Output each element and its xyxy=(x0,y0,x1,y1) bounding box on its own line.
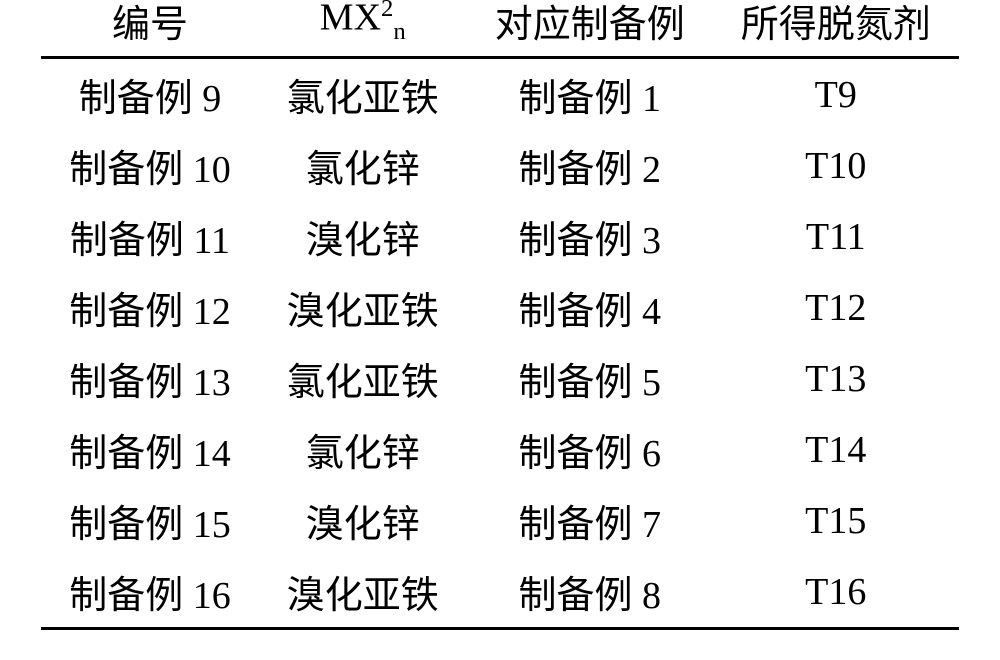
table-header-row: 编号 MX2n 对应制备例 所得脱氮剂 xyxy=(41,0,959,58)
cell-agent: T10 xyxy=(713,130,959,201)
cell-mx: 溴化亚铁 xyxy=(259,272,467,343)
cell-prep: 制备例 8 xyxy=(467,556,713,629)
cell-agent: T13 xyxy=(713,343,959,414)
table-body: 制备例 9 氯化亚铁 制备例 1 T9 制备例 10 氯化锌 制备例 2 T10… xyxy=(41,58,959,629)
table-row: 制备例 14 氯化锌 制备例 6 T14 xyxy=(41,414,959,485)
col-header-agent: 所得脱氮剂 xyxy=(713,0,959,58)
table-row: 制备例 16 溴化亚铁 制备例 8 T16 xyxy=(41,556,959,629)
cell-prep: 制备例 6 xyxy=(467,414,713,485)
cell-id: 制备例 9 xyxy=(41,58,259,131)
cell-prep: 制备例 1 xyxy=(467,58,713,131)
cell-mx: 溴化亚铁 xyxy=(259,556,467,629)
cell-id: 制备例 14 xyxy=(41,414,259,485)
cell-id: 制备例 16 xyxy=(41,556,259,629)
table-container: 编号 MX2n 对应制备例 所得脱氮剂 制备例 9 氯化亚铁 制备例 1 T9 … xyxy=(0,0,1000,660)
cell-prep: 制备例 3 xyxy=(467,201,713,272)
cell-agent: T15 xyxy=(713,485,959,556)
preparation-table: 编号 MX2n 对应制备例 所得脱氮剂 制备例 9 氯化亚铁 制备例 1 T9 … xyxy=(41,0,959,630)
cell-agent: T14 xyxy=(713,414,959,485)
cell-id: 制备例 11 xyxy=(41,201,259,272)
cell-mx: 溴化锌 xyxy=(259,201,467,272)
col-header-mx: MX2n xyxy=(259,0,467,58)
cell-prep: 制备例 4 xyxy=(467,272,713,343)
cell-prep: 制备例 5 xyxy=(467,343,713,414)
cell-mx: 氯化亚铁 xyxy=(259,343,467,414)
mx-sup: 2 xyxy=(381,0,393,22)
table-row: 制备例 10 氯化锌 制备例 2 T10 xyxy=(41,130,959,201)
cell-mx: 氯化锌 xyxy=(259,130,467,201)
col-header-id: 编号 xyxy=(41,0,259,58)
cell-prep: 制备例 2 xyxy=(467,130,713,201)
cell-mx: 氯化锌 xyxy=(259,414,467,485)
cell-id: 制备例 10 xyxy=(41,130,259,201)
cell-mx: 溴化锌 xyxy=(259,485,467,556)
cell-mx: 氯化亚铁 xyxy=(259,58,467,131)
cell-agent: T12 xyxy=(713,272,959,343)
col-header-prep: 对应制备例 xyxy=(467,0,713,58)
cell-agent: T11 xyxy=(713,201,959,272)
table-row: 制备例 12 溴化亚铁 制备例 4 T12 xyxy=(41,272,959,343)
table-row: 制备例 9 氯化亚铁 制备例 1 T9 xyxy=(41,58,959,131)
mx-base: MX xyxy=(320,0,381,39)
mx-sub: n xyxy=(393,18,405,45)
cell-id: 制备例 12 xyxy=(41,272,259,343)
cell-prep: 制备例 7 xyxy=(467,485,713,556)
table-row: 制备例 15 溴化锌 制备例 7 T15 xyxy=(41,485,959,556)
cell-id: 制备例 15 xyxy=(41,485,259,556)
cell-agent: T16 xyxy=(713,556,959,629)
cell-agent: T9 xyxy=(713,58,959,131)
table-row: 制备例 11 溴化锌 制备例 3 T11 xyxy=(41,201,959,272)
table-row: 制备例 13 氯化亚铁 制备例 5 T13 xyxy=(41,343,959,414)
cell-id: 制备例 13 xyxy=(41,343,259,414)
